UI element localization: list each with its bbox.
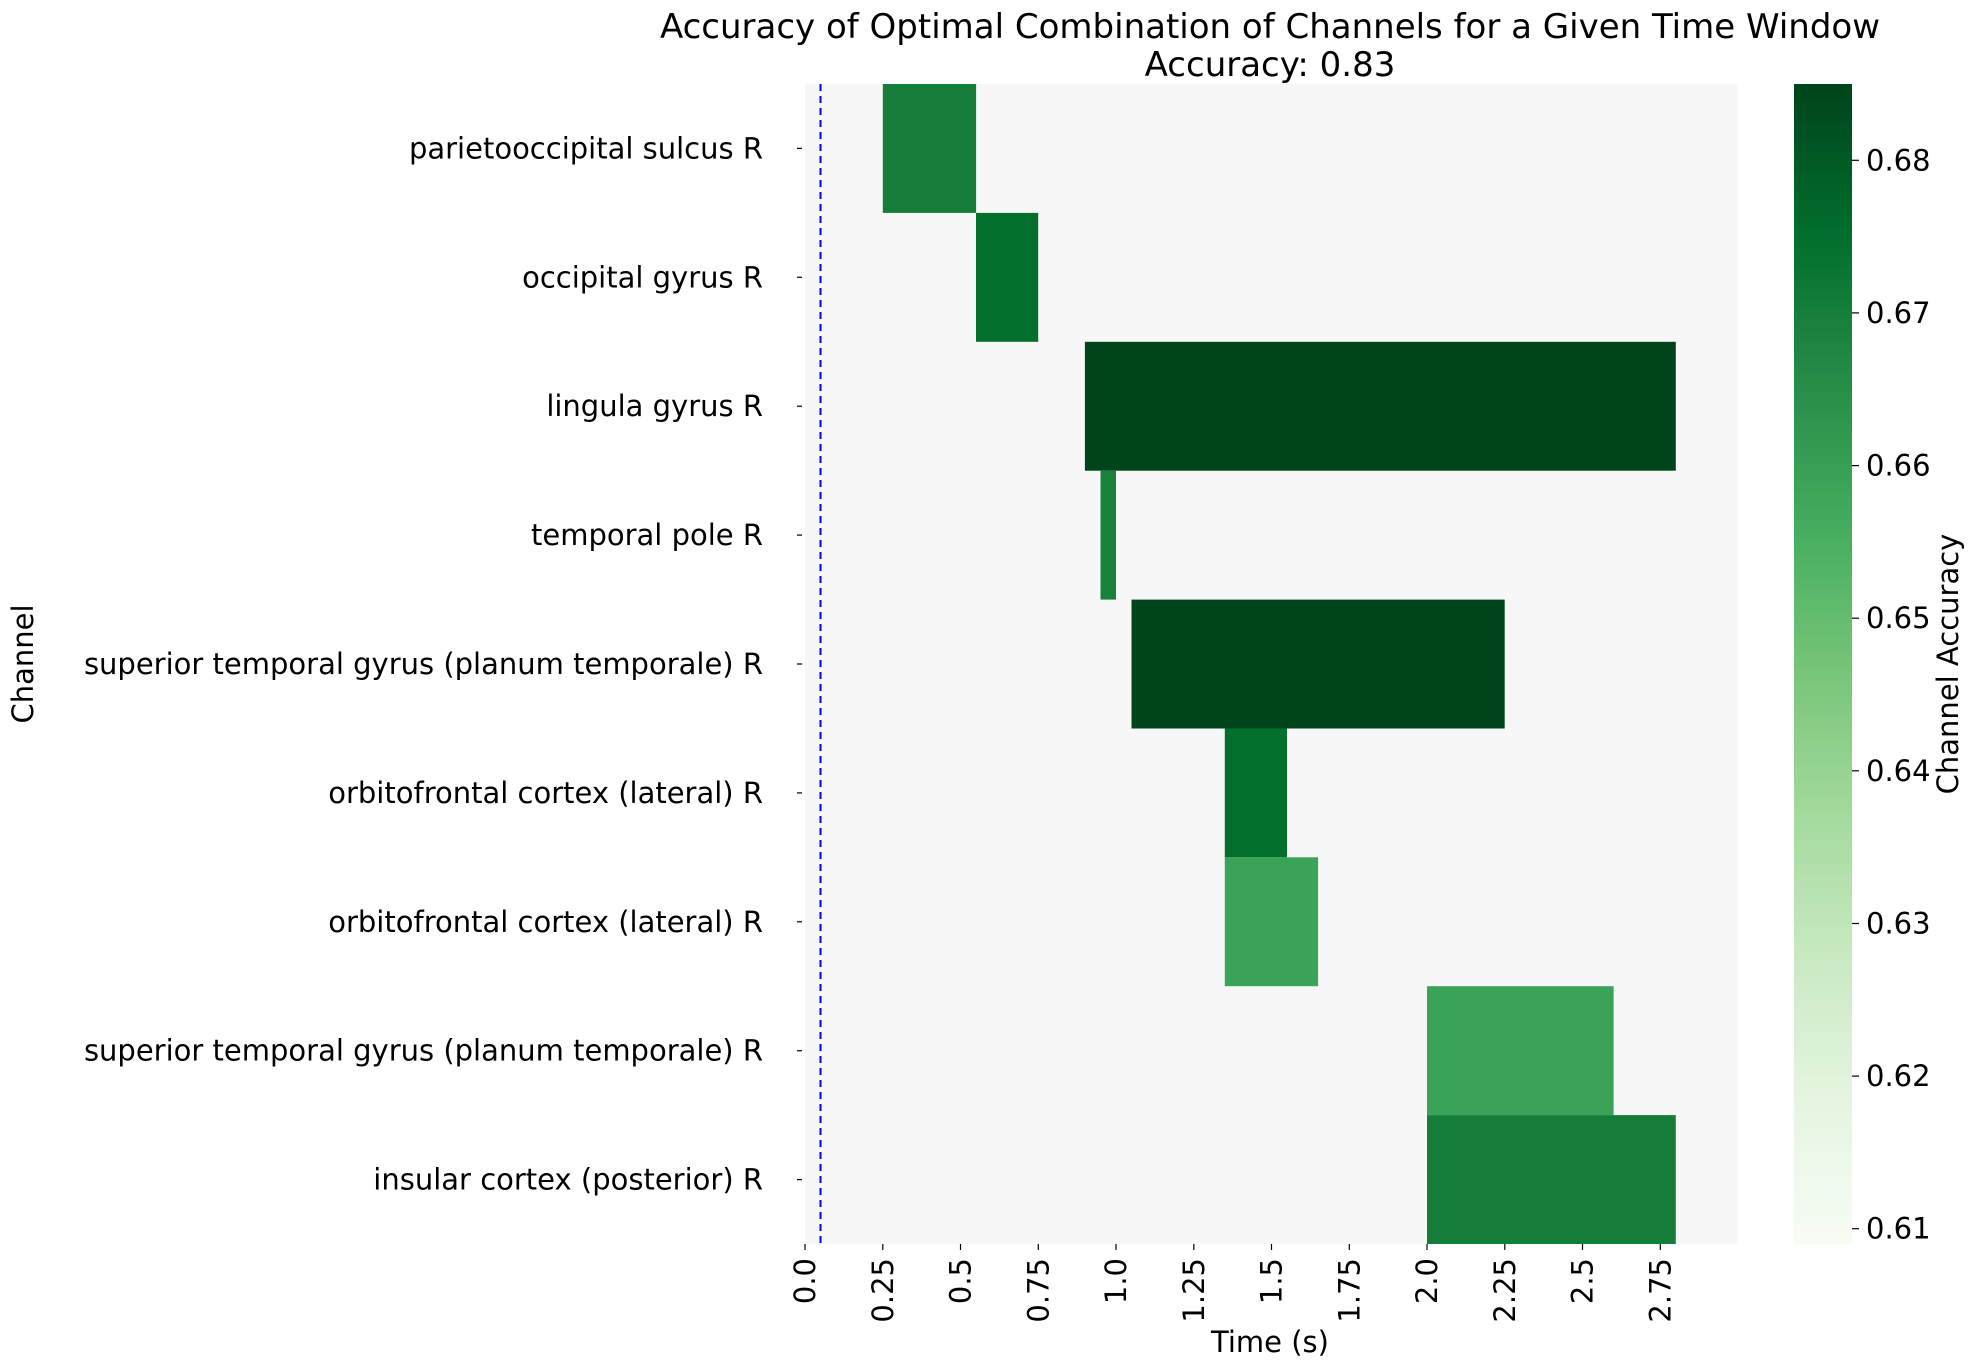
heatmap-cell — [1084, 341, 1676, 471]
heatmap-cell — [1131, 599, 1505, 729]
x-tick-label: 2.75 — [1643, 1258, 1677, 1323]
x-axis: 0.0 0.25 0.5 0.75 1.0 1.25 1.5 1.75 2.0 2.25 2.5 2.… — [788, 1244, 1677, 1323]
x-tick-label: 2.5 — [1566, 1258, 1600, 1304]
colorbar-tick-label: 0.64 — [1866, 754, 1931, 788]
x-tick-label: 2.0 — [1410, 1258, 1444, 1304]
x-tick-label: 2.25 — [1488, 1258, 1522, 1323]
x-tick-label: 0.75 — [1021, 1258, 1055, 1323]
y-tick-label: orbitofrontal cortex (lateral) R — [328, 905, 763, 939]
y-tick-label: superior temporal gyrus (planum temporal… — [84, 647, 763, 681]
x-tick-label: 0.5 — [944, 1258, 978, 1304]
colorbar-label: Channel Accuracy — [1931, 534, 1965, 795]
heatmap-cell — [1224, 857, 1319, 987]
colorbar-tick-label: 0.67 — [1866, 296, 1931, 330]
y-tick-label: superior temporal gyrus (planum temporal… — [84, 1034, 763, 1068]
heatmap-cells — [882, 84, 1676, 1244]
x-tick-label: 1.25 — [1177, 1258, 1211, 1323]
chart-title: Accuracy of Optimal Combination of Chann… — [660, 7, 1880, 47]
chart-subtitle: Accuracy: 0.83 — [1145, 45, 1396, 85]
y-tick-label: parietooccipital sulcus R — [409, 131, 763, 165]
colorbar-tick-label: 0.62 — [1866, 1059, 1931, 1093]
x-axis-label: Time (s) — [1210, 1325, 1329, 1359]
heatmap-cell — [1224, 728, 1287, 858]
colorbar-tick-label: 0.65 — [1866, 601, 1931, 635]
colorbar-tick-label: 0.68 — [1866, 143, 1931, 177]
heatmap-cell — [1427, 986, 1614, 1116]
y-tick-label: lingula gyrus R — [546, 389, 763, 423]
x-tick-label: 1.5 — [1255, 1258, 1289, 1304]
colorbar-tick-label: 0.66 — [1866, 449, 1931, 483]
y-tick-label: temporal pole R — [531, 518, 763, 552]
x-tick-label: 1.0 — [1099, 1258, 1133, 1304]
y-tick-label: occipital gyrus R — [522, 260, 763, 294]
heatmap-cell — [882, 84, 977, 213]
y-axis: parietooccipital sulcus R occipital gyrus… — [84, 131, 802, 1197]
x-tick-label: 0.25 — [866, 1258, 900, 1323]
heatmap-cell — [976, 212, 1039, 342]
colorbar-tick-label: 0.61 — [1866, 1212, 1931, 1246]
colorbar — [1794, 84, 1852, 1244]
x-tick-label: 0.0 — [788, 1258, 822, 1304]
y-axis-label: Channel — [6, 604, 40, 723]
y-tick-label: insular cortex (posterior) R — [373, 1163, 763, 1197]
heatmap-cell — [1427, 1115, 1676, 1244]
heatmap-cell — [1100, 470, 1116, 600]
x-tick-label: 1.75 — [1332, 1258, 1366, 1323]
colorbar-tick-label: 0.63 — [1866, 907, 1931, 941]
colorbar-ticks: 0.61 0.62 0.63 0.64 0.65 0.66 0.67 0.68 — [1852, 143, 1931, 1246]
y-tick-label: orbitofrontal cortex (lateral) R — [328, 776, 763, 810]
